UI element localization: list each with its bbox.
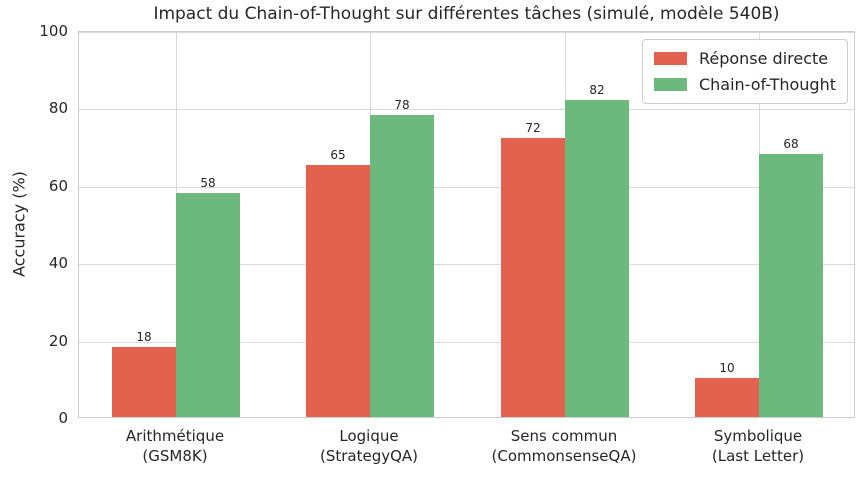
bar-value-label: 18	[136, 330, 152, 344]
bar-value-label: 78	[394, 98, 410, 112]
bar-cot	[759, 154, 823, 417]
bar-direct	[112, 347, 176, 417]
legend-label: Réponse directe	[698, 49, 829, 68]
y-tick-label: 80	[48, 99, 68, 117]
x-tick-label: Symbolique (Last Letter)	[711, 427, 805, 465]
bar-value-label: 10	[719, 361, 735, 375]
bar-cot	[176, 193, 240, 417]
legend-label: Chain-of-Thought	[698, 75, 836, 94]
x-tick-label: Sens commun (CommonsenseQA)	[491, 427, 637, 465]
y-axis-label: Accuracy (%)	[9, 171, 29, 277]
y-tick-label: 100	[39, 22, 68, 40]
h-gridline	[79, 109, 854, 110]
y-tick-label: 60	[48, 177, 68, 195]
bar-cot	[565, 100, 629, 417]
chart-title: Impact du Chain-of-Thought sur différent…	[153, 4, 780, 24]
bar-value-label: 82	[589, 83, 605, 97]
bar-direct	[501, 138, 565, 417]
legend-swatch-icon	[653, 78, 687, 91]
bar-cot	[370, 115, 434, 417]
y-tick-label: 20	[48, 332, 68, 350]
h-gridline	[79, 32, 854, 33]
bar-value-label: 72	[525, 121, 541, 135]
x-tick-label: Logique (StrategyQA)	[319, 427, 419, 465]
h-gridline	[79, 264, 854, 265]
y-tick-label: 40	[48, 254, 68, 272]
legend: Réponse directe Chain-of-Thought	[641, 39, 848, 104]
legend-item: Réponse directe	[653, 49, 836, 68]
bar-value-label: 58	[200, 176, 216, 190]
legend-swatch-icon	[653, 52, 687, 65]
bar-value-label: 65	[330, 148, 346, 162]
legend-item: Chain-of-Thought	[653, 75, 836, 94]
bar-direct	[306, 165, 370, 417]
y-tick-label: 0	[58, 409, 68, 427]
bar-direct	[695, 378, 759, 417]
bar-value-label: 68	[783, 137, 799, 151]
h-gridline	[79, 342, 854, 343]
x-tick-label: Arithmétique (GSM8K)	[125, 427, 225, 465]
h-gridline	[79, 187, 854, 188]
